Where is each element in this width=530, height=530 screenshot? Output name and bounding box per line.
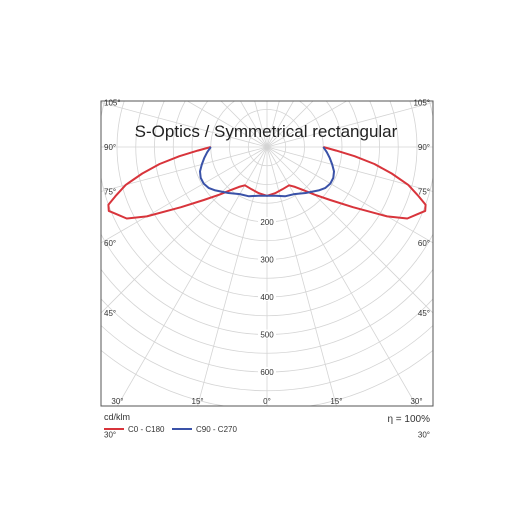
grid-spoke: [266, 146, 433, 244]
grid-spoke: [266, 146, 433, 192]
radial-tick-background: [258, 217, 276, 226]
efficiency-label: η = 100%: [387, 414, 430, 425]
angle-tick-label-bottom: 30°: [111, 397, 123, 406]
grid-spoke: [266, 146, 417, 406]
grid-spoke: [186, 101, 268, 148]
radial-tick-label: 500: [260, 331, 274, 340]
grid-spoke: [220, 101, 268, 148]
grid-spoke: [266, 146, 433, 314]
angle-tick-label-bottom: 0°: [263, 397, 271, 406]
intensity-curves: [107, 146, 427, 220]
legend-label-c0-c180: C0 - C180: [128, 425, 165, 434]
angle-tick-label-left: 90°: [104, 143, 116, 152]
radial-tick-label: 200: [260, 218, 274, 227]
grid-spoke: [197, 146, 268, 406]
grid-spoke: [101, 146, 268, 192]
radial-tick-label: 300: [260, 256, 274, 265]
radial-tick-background: [258, 254, 276, 264]
radial-tick-label: 400: [260, 293, 274, 302]
chart-title: S-Optics / Symmetrical rectangular: [135, 122, 398, 141]
angle-tick-label-bottom: 30°: [410, 397, 422, 406]
grid-spoke: [117, 146, 268, 406]
grid-spoke: [101, 102, 268, 148]
angle-tick-label-right: 75°: [418, 187, 430, 196]
grid-spoke: [266, 101, 348, 148]
grid-spoke: [266, 146, 337, 406]
angle-tick-label-left: 105°: [104, 99, 121, 108]
angle-tick-label-left: 60°: [104, 239, 116, 248]
grid-spoke: [266, 102, 433, 148]
angle-tick-label-right: 90°: [418, 143, 430, 152]
angle-tick-label-bottom: 15°: [330, 397, 342, 406]
series-line-c90-c270: [199, 146, 335, 198]
angle-tick-labels: 105° 90° 75° 60° 45° 30° 105° 90° 75° 60° 45° 30° 30…: [104, 99, 430, 440]
radial-tick-label: 600: [260, 368, 274, 377]
radial-tick-background: [258, 292, 276, 301]
angle-tick-label-right: 45°: [418, 309, 430, 318]
radial-tick-labels: 200 300 400 500 600: [258, 217, 276, 377]
radial-tick-background: [258, 367, 276, 376]
plot-frame: [100, 100, 434, 407]
unit-label: cd/klm: [104, 412, 130, 422]
angle-tick-label-left: 30°: [104, 431, 116, 440]
angle-tick-label-right: 30°: [418, 431, 430, 440]
angle-tick-label-right: 105°: [413, 99, 430, 108]
grid-spoke: [101, 146, 268, 244]
angle-tick-label-right: 60°: [418, 239, 430, 248]
angle-tick-label-left: 75°: [104, 187, 116, 196]
angle-tick-label-left: 45°: [104, 309, 116, 318]
grid-spoke: [266, 101, 314, 148]
angle-tick-label-bottom: 15°: [192, 397, 204, 406]
grid-spoke: [101, 146, 268, 314]
radial-tick-background: [258, 329, 276, 339]
legend-label-c90-c270: C90 - C270: [196, 425, 237, 434]
legend: C0 - C180 C90 - C270: [104, 425, 237, 434]
